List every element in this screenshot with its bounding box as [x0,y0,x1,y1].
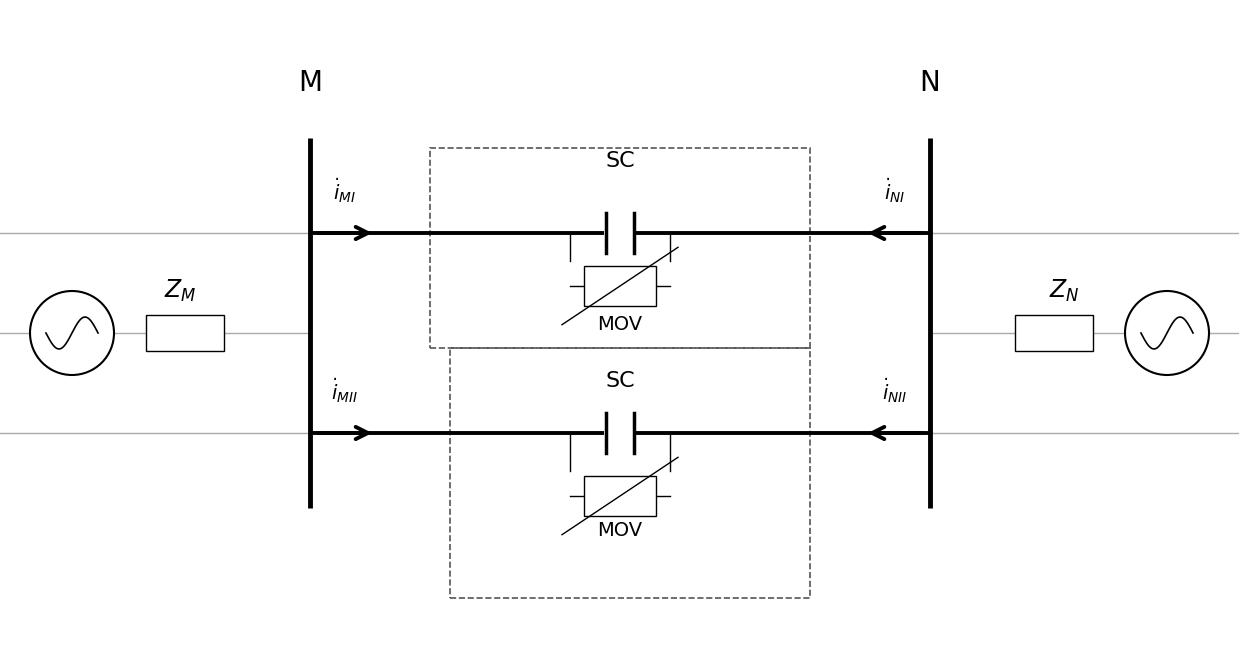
Text: MOV: MOV [597,314,643,334]
Bar [146,315,224,351]
Text: MOV: MOV [597,522,643,540]
Bar [430,148,810,348]
Text: N: N [919,69,940,97]
Text: $\dot{i}_{NII}$: $\dot{i}_{NII}$ [882,376,908,406]
Text: $\dot{i}_{NI}$: $\dot{i}_{NI}$ [885,176,906,205]
Bar [584,476,655,516]
Text: $\dot{i}_{MII}$: $\dot{i}_{MII}$ [332,376,358,406]
Text: M: M [299,69,322,97]
Text: $Z_M$: $Z_M$ [164,278,196,304]
Bar [450,348,810,598]
Bar [584,266,655,306]
Text: $Z_M$: $Z_M$ [171,320,198,341]
Text: $\dot{i}_{MI}$: $\dot{i}_{MI}$ [333,176,357,205]
Text: SC: SC [605,371,634,391]
Bar [1015,315,1093,351]
Text: $Z_N$: $Z_N$ [1048,278,1079,304]
Text: SC: SC [605,151,634,171]
